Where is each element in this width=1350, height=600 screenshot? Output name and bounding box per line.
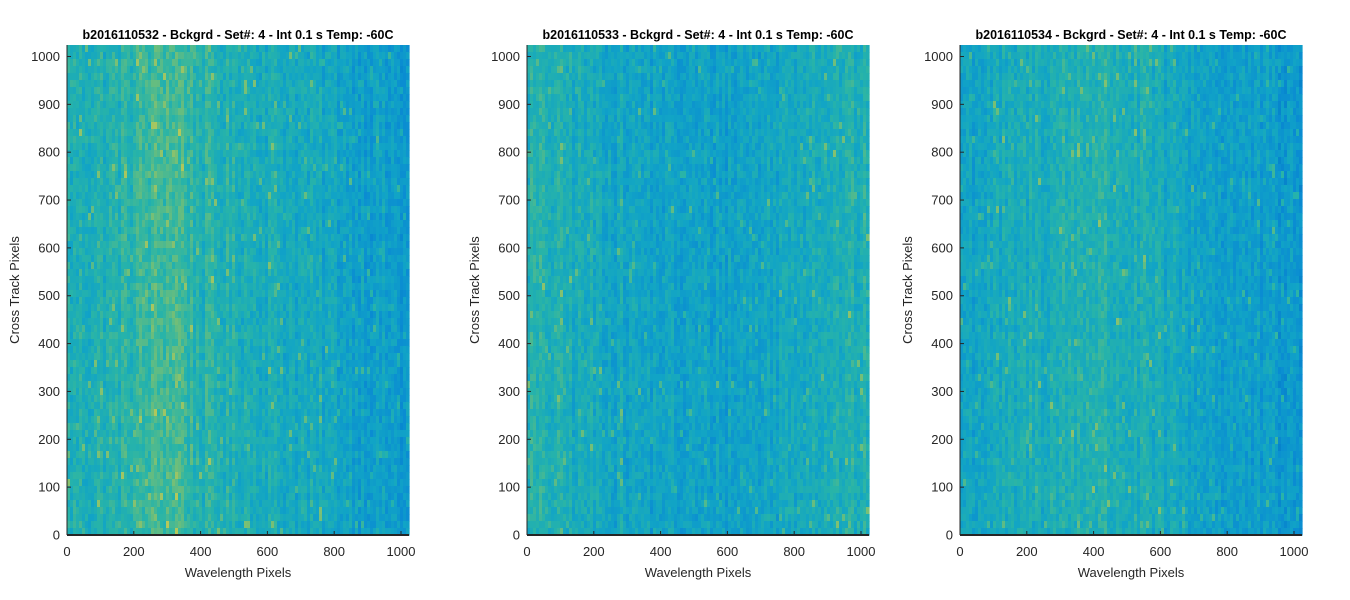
subplot-1: 0 200 400 600 800 100001002003004005006007008… bbox=[7, 28, 415, 580]
heatmap-image bbox=[67, 45, 410, 536]
